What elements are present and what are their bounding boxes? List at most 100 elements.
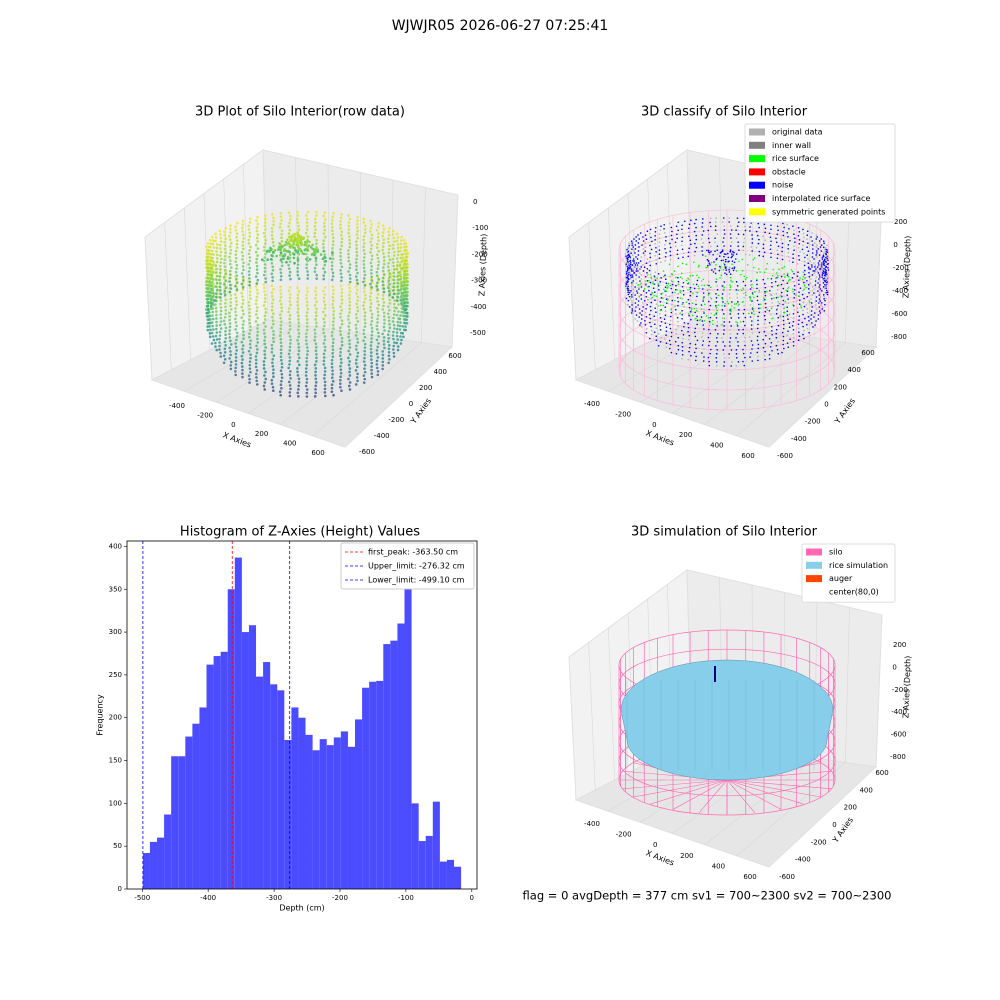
point — [404, 287, 408, 290]
point — [339, 261, 343, 265]
point — [690, 309, 693, 311]
point — [224, 326, 228, 330]
point — [296, 231, 300, 234]
point — [242, 319, 245, 323]
point — [796, 275, 799, 278]
point — [223, 357, 227, 361]
point — [241, 298, 245, 302]
point — [392, 254, 396, 257]
point — [775, 296, 778, 299]
point — [234, 270, 238, 274]
point — [669, 327, 672, 330]
point — [297, 228, 301, 231]
point — [248, 381, 251, 384]
point — [297, 384, 301, 388]
point — [775, 292, 778, 295]
point — [332, 327, 335, 331]
point — [792, 225, 794, 228]
point — [701, 234, 704, 236]
point — [348, 370, 351, 374]
point — [270, 382, 274, 386]
point — [770, 224, 772, 227]
point — [223, 268, 227, 272]
point — [703, 320, 706, 322]
point — [306, 273, 310, 277]
point — [375, 274, 379, 277]
point — [770, 252, 772, 255]
point — [818, 298, 821, 300]
point — [362, 332, 366, 335]
point — [356, 355, 359, 358]
point — [759, 303, 762, 306]
bar — [362, 687, 370, 889]
point — [234, 293, 237, 296]
point — [370, 281, 374, 284]
y-tick-label: -600 — [779, 873, 795, 881]
point — [664, 314, 667, 317]
point — [272, 333, 275, 337]
point — [780, 291, 783, 294]
point — [802, 325, 804, 328]
point — [387, 315, 391, 319]
point — [264, 311, 268, 314]
point — [715, 281, 717, 283]
point — [725, 266, 727, 268]
point — [758, 226, 760, 229]
point — [723, 255, 725, 258]
point — [742, 328, 744, 331]
point — [405, 322, 409, 325]
point — [671, 291, 674, 294]
point — [702, 297, 705, 299]
point — [765, 290, 768, 293]
point — [674, 291, 676, 294]
point — [668, 347, 671, 350]
point — [625, 281, 628, 283]
point — [288, 270, 292, 274]
x-tick-label: -400 — [169, 402, 185, 410]
point — [392, 243, 395, 247]
point — [229, 297, 233, 301]
point — [813, 242, 816, 244]
point — [332, 337, 335, 341]
point — [803, 252, 805, 255]
point — [208, 332, 212, 335]
point — [648, 260, 651, 263]
point — [211, 288, 214, 291]
point — [671, 303, 673, 306]
point — [770, 341, 773, 344]
point — [729, 288, 731, 291]
x-axis-label: X Axies — [222, 431, 253, 450]
point — [743, 221, 745, 224]
point — [714, 237, 716, 239]
point — [314, 370, 317, 374]
point — [664, 306, 667, 309]
point — [650, 277, 653, 280]
point — [722, 268, 725, 271]
legend-patch — [806, 548, 822, 556]
point — [241, 358, 244, 361]
point — [674, 305, 676, 308]
point — [248, 231, 252, 235]
point — [786, 334, 788, 337]
point — [248, 249, 252, 252]
point — [218, 275, 222, 278]
point — [287, 310, 290, 314]
point — [347, 252, 350, 256]
point — [681, 317, 683, 320]
point — [806, 308, 808, 310]
point — [769, 345, 772, 348]
point — [296, 210, 299, 214]
point — [363, 270, 366, 273]
bar — [340, 731, 348, 889]
point — [646, 272, 648, 274]
point — [270, 294, 274, 298]
point — [235, 324, 238, 328]
point — [631, 268, 634, 270]
point — [640, 322, 642, 324]
point — [626, 254, 629, 257]
point — [728, 321, 731, 323]
point — [764, 310, 767, 313]
point — [635, 240, 638, 242]
point — [362, 277, 366, 280]
point — [751, 238, 754, 240]
